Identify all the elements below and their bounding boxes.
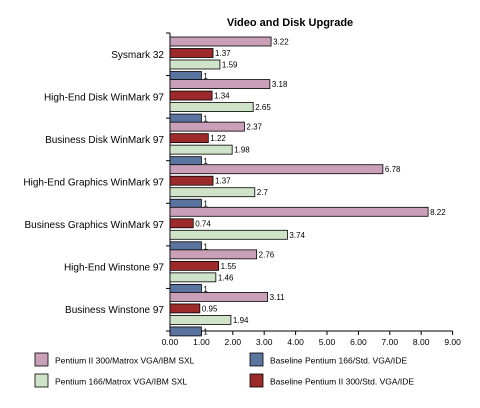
legend-label: Pentium 166/Matrox VGA/IBM SXL — [55, 377, 188, 387]
legend-label: Baseline Pentium II 300/Std. VGA/IDE — [270, 377, 414, 387]
data-label: 1 — [203, 242, 208, 251]
bar — [169, 71, 202, 81]
data-label: 3.22 — [273, 38, 289, 47]
bar — [169, 260, 220, 271]
data-label: 1 — [203, 115, 208, 124]
legend-swatch — [34, 352, 49, 367]
bar — [169, 206, 429, 217]
data-label: 8.22 — [430, 208, 446, 217]
data-label: 2.76 — [259, 250, 275, 259]
bar — [169, 187, 256, 198]
bar — [169, 121, 245, 132]
bar — [169, 113, 202, 124]
bar — [169, 249, 258, 260]
bar — [169, 326, 202, 337]
bar — [169, 292, 269, 302]
bar — [169, 175, 214, 186]
x-tick-label: 0.00 — [162, 337, 179, 347]
data-label: 1 — [203, 200, 208, 209]
legend-swatch — [249, 373, 264, 388]
data-label: 1.98 — [234, 146, 250, 155]
x-tick-label: 1.00 — [193, 337, 210, 347]
category-label: Sysmark 32 — [111, 50, 164, 61]
data-label: 6.78 — [385, 165, 401, 174]
bar — [169, 229, 288, 240]
x-tick-label: 4.00 — [287, 337, 304, 347]
bar — [169, 90, 213, 101]
data-label: 3.18 — [272, 80, 288, 89]
data-label: 2.37 — [246, 123, 262, 132]
bar — [169, 102, 254, 112]
data-label: 1 — [203, 285, 208, 294]
data-label: 1.37 — [215, 49, 231, 58]
x-tick-label: 2.00 — [225, 337, 242, 347]
data-label: 1 — [203, 327, 208, 336]
bar — [169, 241, 202, 252]
data-label: 1.55 — [221, 262, 237, 271]
x-tick-label: 3.00 — [256, 337, 273, 347]
bar — [169, 79, 271, 89]
bar — [169, 144, 233, 155]
bar — [169, 303, 201, 314]
bar — [169, 164, 384, 175]
x-tick-label: 8.00 — [413, 337, 430, 347]
data-label: 2.7 — [257, 188, 269, 197]
category-label: Business Graphics WinMark 97 — [25, 220, 165, 231]
bar — [169, 283, 202, 294]
legend: Pentium II 300/Matrox VGA/IBM SXL Baselin… — [34, 352, 414, 388]
data-label: 1.22 — [210, 134, 226, 143]
data-label: 0.95 — [202, 304, 218, 313]
x-tick-label: 7.00 — [382, 337, 399, 347]
x-tick-label: 5.00 — [319, 337, 336, 347]
bar — [169, 133, 209, 144]
bar — [169, 272, 217, 283]
data-label: 1.46 — [218, 273, 234, 282]
chart-title: Video and Disk Upgrade — [227, 17, 353, 29]
plot-area: 0.00 1.00 2.00 3.00 4.00 5.00 6.00 7.00 8.00 9.00… — [23, 32, 461, 347]
category-label: High-End Winstone 97 — [64, 263, 164, 274]
category-label: High-End Graphics WinMark 97 — [23, 178, 164, 189]
legend-label: Baseline Pentium 166/Std. VGA/IDE — [270, 356, 407, 366]
category-label: Business Disk WinMark 97 — [45, 135, 164, 146]
data-label: 2.65 — [255, 103, 271, 112]
x-tick-label: 6.00 — [350, 337, 367, 347]
bar — [169, 59, 221, 70]
legend-swatch — [249, 352, 264, 367]
data-label: 1 — [203, 72, 208, 81]
data-label: 3.74 — [289, 231, 305, 240]
category-label: High-End Disk WinMark 97 — [44, 92, 164, 103]
legend-label: Pentium II 300/Matrox VGA/IBM SXL — [55, 356, 195, 366]
x-tick-label: 9.00 — [444, 337, 461, 347]
legend-swatch — [34, 373, 49, 388]
bar — [169, 48, 214, 58]
bar — [169, 36, 272, 47]
data-label: 0.74 — [195, 219, 211, 228]
data-label: 1 — [203, 157, 208, 166]
data-label: 3.11 — [270, 293, 286, 302]
data-label: 1.37 — [215, 177, 231, 186]
data-label: 1.94 — [233, 316, 249, 325]
bar — [169, 315, 232, 325]
data-label: 1.59 — [222, 61, 238, 70]
category-label: Business Winstone 97 — [65, 305, 164, 316]
bar — [169, 198, 202, 209]
bar — [169, 218, 194, 229]
bar — [169, 156, 202, 167]
data-label: 1.34 — [214, 92, 230, 101]
